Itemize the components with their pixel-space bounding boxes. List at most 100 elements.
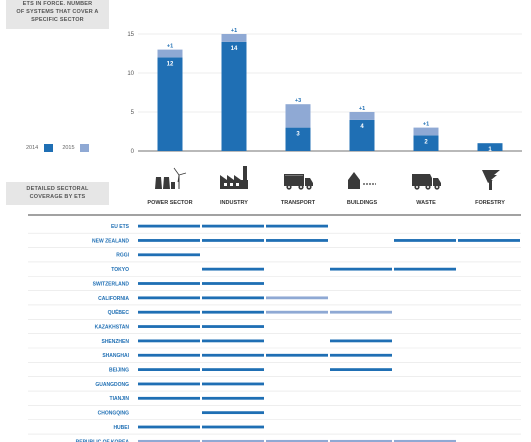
tree-icon <box>482 170 500 190</box>
coverage-bar <box>138 353 200 357</box>
ets-label: CHONGQING <box>98 411 130 417</box>
y-tick-label: 5 <box>131 110 135 116</box>
ets-label: QUÉBEC <box>108 308 130 316</box>
coverage-bar <box>394 239 456 242</box>
bar-2014 <box>221 41 247 151</box>
bar-2015 <box>285 104 311 128</box>
coverage-bar <box>458 239 520 242</box>
bar-increment-label: +1 <box>359 106 365 112</box>
coverage-bar <box>330 310 392 314</box>
bar-2015 <box>221 34 247 42</box>
y-tick-label: 10 <box>127 71 134 77</box>
coverage-bar <box>202 310 264 314</box>
coverage-bar <box>266 239 328 242</box>
bar-2015 <box>349 112 375 120</box>
bar-2014 <box>349 119 375 151</box>
coverage-title-line-2: COVERAGE BY ETS <box>29 194 86 200</box>
coverage-bar <box>202 382 264 386</box>
legend-label-2015: 2015 <box>62 145 75 151</box>
ets-label: RGGI <box>116 253 129 259</box>
chart-title-line-1: ETS IN FORCE. NUMBER <box>22 1 93 7</box>
category-label: TRANSPORT <box>281 200 316 206</box>
coverage-bar <box>202 267 264 271</box>
ets-label: REPUBLIC OF KOREA <box>76 439 130 442</box>
coverage-bar <box>138 425 200 429</box>
legend-swatch-2014 <box>43 144 53 152</box>
coverage-bar <box>138 382 200 386</box>
bar-increment-label: +3 <box>295 98 301 104</box>
legend-label-2014: 2014 <box>26 145 39 151</box>
coverage-bar <box>330 339 392 343</box>
bar-2014 <box>413 135 439 151</box>
ets-label: SHANGHAI <box>102 353 129 359</box>
coverage-bar <box>394 439 456 442</box>
coverage-bar <box>202 239 264 242</box>
bar-value-label: 1 <box>488 147 492 153</box>
coverage-bar <box>266 310 328 314</box>
ets-label: SHENZHEN <box>101 339 129 345</box>
bar-increment-label: +1 <box>423 122 429 128</box>
coverage-bar <box>266 439 328 442</box>
category-label: INDUSTRY <box>220 200 248 206</box>
legend: 2014 2015 <box>26 144 97 152</box>
garbage-truck-icon <box>412 174 441 190</box>
ets-label: EU ETS <box>111 224 130 230</box>
category-label: FORESTRY <box>475 200 505 206</box>
bar-2015 <box>413 127 439 136</box>
coverage-bar <box>138 282 200 285</box>
coverage-bar <box>138 296 200 300</box>
coverage-bar <box>138 325 200 328</box>
chart-title-box: ETS IN FORCE. NUMBER OF SYSTEMS THAT COV… <box>6 0 109 29</box>
bar-value-label: 12 <box>167 61 174 67</box>
coverage-bar <box>138 439 200 442</box>
coverage-bar <box>138 239 200 242</box>
ets-label: TIANJIN <box>110 396 130 402</box>
bar-increment-label: +1 <box>167 44 173 50</box>
coverage-title-box: DETAILED SECTORAL COVERAGE BY ETS <box>6 182 109 205</box>
coverage-title-line-1: DETAILED SECTORAL <box>26 186 89 192</box>
coverage-bar <box>202 282 264 285</box>
category-label: POWER SECTOR <box>147 200 192 206</box>
bar-value-label: 2 <box>424 139 428 145</box>
coverage-bar <box>266 296 328 300</box>
coverage-bar <box>138 396 200 400</box>
coverage-bar <box>202 353 264 357</box>
ets-label: KAZAKHSTAN <box>95 324 130 330</box>
category-label: WASTE <box>416 200 436 206</box>
coverage-bar <box>330 439 392 442</box>
house-icon <box>348 172 376 189</box>
coverage-bar <box>138 310 200 314</box>
coverage-bar <box>202 396 264 400</box>
ets-label: BEIJING <box>109 368 129 374</box>
bar-value-label: 14 <box>231 46 238 52</box>
y-tick-label: 15 <box>127 32 134 38</box>
ets-label: GUANGDONG <box>95 382 129 388</box>
coverage-bar <box>138 253 200 257</box>
coverage-bar <box>202 411 264 415</box>
coverage-bar <box>138 368 200 371</box>
ets-label: HUBEI <box>113 425 129 431</box>
truck-icon <box>284 174 313 190</box>
coverage-bar <box>330 353 392 357</box>
chart-title-line-3: SPECIFIC SECTOR <box>31 17 84 23</box>
coverage-bar <box>138 224 200 228</box>
bar-2014 <box>285 127 311 151</box>
ets-label: SWITZERLAND <box>93 281 130 287</box>
coverage-bar <box>330 267 392 271</box>
y-tick-label: 0 <box>131 149 135 155</box>
ets-label: CALIFORNIA <box>98 296 129 302</box>
coverage-bar <box>330 368 392 371</box>
category-label: BUILDINGS <box>347 200 378 206</box>
coverage-bar <box>266 353 328 357</box>
ets-label: NEW ZEALAND <box>92 238 129 244</box>
chart-title-line-2: OF SYSTEMS THAT COVER A <box>16 9 99 15</box>
coverage-bar <box>202 368 264 371</box>
coverage-bar <box>202 439 264 442</box>
coverage-bar <box>202 224 264 228</box>
coverage-bar <box>202 325 264 328</box>
ets-label: TOKYO <box>111 267 129 273</box>
bar-2014 <box>477 143 503 151</box>
coverage-bar <box>202 425 264 429</box>
power-plant-icon <box>155 167 187 189</box>
